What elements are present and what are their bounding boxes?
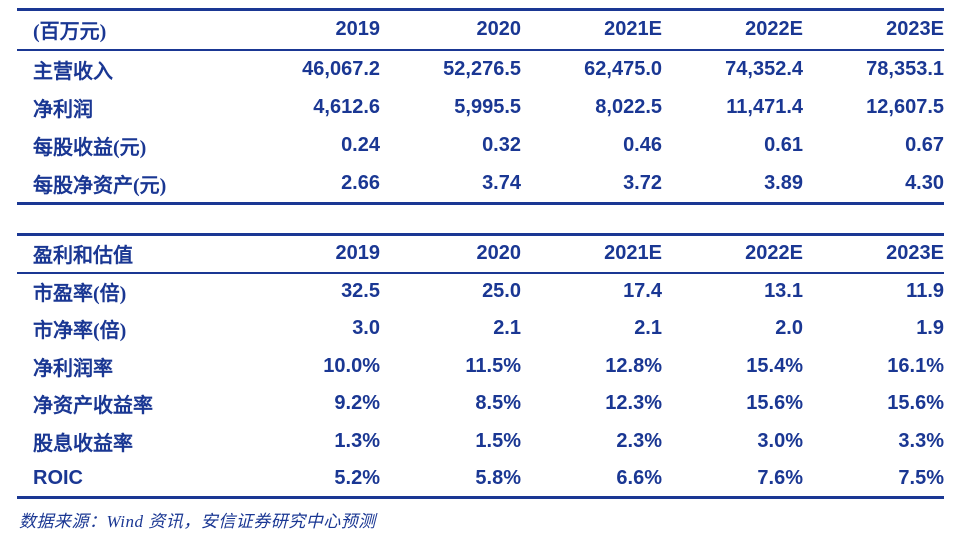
cell: 8,022.5 <box>595 95 662 118</box>
cell: 15.6% <box>746 392 803 415</box>
financial-summary-table: (百万元) 2019 2020 2021E 2022E 2023E 主营收入 4… <box>17 8 944 205</box>
cell: 2.1 <box>634 317 662 340</box>
cell: 0.32 <box>482 134 521 157</box>
cell: 13.1 <box>764 280 803 303</box>
table2-col-2021e: 2021E <box>604 242 662 265</box>
cell: 2.0 <box>775 317 803 340</box>
row-label: 每股收益(元) <box>33 137 147 160</box>
row-label: 每股净资产(元) <box>33 175 167 197</box>
cell: 1.5% <box>475 429 521 452</box>
table1-col-2021e: 2021E <box>604 18 662 41</box>
cell: 9.2% <box>334 392 380 415</box>
cell: 8.5% <box>475 392 521 415</box>
cell: 12.8% <box>605 354 662 377</box>
table-row-eps: 每股收益(元) 0.24 0.32 0.46 0.61 0.67 <box>17 127 944 166</box>
table-row-net-margin: 净利润率 10.0% 11.5% 12.8% 15.4% 16.1% <box>17 348 944 386</box>
cell: 17.4 <box>623 280 662 303</box>
table2-col-2023e: 2023E <box>886 242 944 265</box>
table-row-roe: 净资产收益率 9.2% 8.5% 12.3% 15.6% 15.6% <box>17 385 944 423</box>
row-label: 净利润 <box>33 98 93 121</box>
table2-header-row: 盈利和估值 2019 2020 2021E 2022E 2023E <box>17 235 944 273</box>
row-label: 市净率(倍) <box>33 320 127 343</box>
cell: 78,353.1 <box>866 57 944 80</box>
cell: 3.74 <box>482 172 521 194</box>
cell: 5,995.5 <box>454 95 521 118</box>
cell: 7.5% <box>898 466 944 489</box>
cell: 4,612.6 <box>313 95 380 118</box>
table1-col-2020: 2020 <box>476 18 522 41</box>
cell: 7.6% <box>757 466 803 489</box>
table2-col-2019: 2019 <box>335 242 381 265</box>
table-row-bvps: 每股净资产(元) 2.66 3.74 3.72 3.89 4.30 <box>17 165 944 204</box>
cell: 52,276.5 <box>443 57 521 80</box>
table-row-pe: 市盈率(倍) 32.5 25.0 17.4 13.1 11.9 <box>17 273 944 311</box>
cell: 11.9 <box>906 280 944 303</box>
cell: 11.5% <box>465 354 521 377</box>
row-label: 主营收入 <box>33 60 113 83</box>
cell: 4.30 <box>905 172 944 194</box>
cell: 32.5 <box>341 280 380 303</box>
cell: 12.3% <box>605 392 662 415</box>
row-label: 净利润率 <box>33 357 113 380</box>
cell: 15.6% <box>887 392 944 415</box>
cell: 74,352.4 <box>725 57 803 80</box>
cell: 3.72 <box>623 172 662 194</box>
table-row-roic: ROIC 5.2% 5.8% 6.6% 7.6% 7.5% <box>17 460 944 498</box>
cell: 11,471.4 <box>726 95 803 118</box>
table1-col-2019: 2019 <box>335 18 381 41</box>
row-label: 市盈率(倍) <box>33 283 127 306</box>
row-label: ROIC <box>33 466 83 489</box>
cell: 3.0 <box>352 317 380 340</box>
cell: 3.89 <box>764 172 803 194</box>
cell: 1.9 <box>916 317 944 340</box>
table2-col-2022e: 2022E <box>745 242 803 265</box>
table1-unit-header: (百万元) <box>33 21 107 44</box>
cell: 1.3% <box>334 429 380 452</box>
cell: 3.0% <box>757 429 803 452</box>
row-label: 净资产收益率 <box>33 395 153 418</box>
cell: 2.66 <box>341 172 380 194</box>
cell: 16.1% <box>887 354 944 377</box>
forecast-summary-section: (百万元) 2019 2020 2021E 2022E 2023E 主营收入 4… <box>17 8 944 531</box>
cell: 2.3% <box>616 429 662 452</box>
cell: 25.0 <box>482 280 521 303</box>
cell: 62,475.0 <box>584 57 662 80</box>
cell: 0.46 <box>623 134 662 157</box>
cell: 12,607.5 <box>866 95 944 118</box>
data-source-note: 数据来源：Wind 资讯，安信证券研究中心预测 <box>19 512 376 531</box>
table-row-dividend-yield: 股息收益率 1.3% 1.5% 2.3% 3.0% 3.3% <box>17 423 944 461</box>
table1-col-2023e: 2023E <box>886 18 944 41</box>
valuation-table: 盈利和估值 2019 2020 2021E 2022E 2023E 市盈率(倍)… <box>17 233 944 499</box>
table1-header-row: (百万元) 2019 2020 2021E 2022E 2023E <box>17 10 944 50</box>
table-row-pb: 市净率(倍) 3.0 2.1 2.1 2.0 1.9 <box>17 310 944 348</box>
cell: 6.6% <box>616 466 662 489</box>
cell: 0.67 <box>905 134 944 157</box>
cell: 3.3% <box>898 429 944 452</box>
table-row-net-profit: 净利润 4,612.6 5,995.5 8,022.5 11,471.4 12,… <box>17 88 944 127</box>
cell: 46,067.2 <box>302 57 380 80</box>
cell: 10.0% <box>323 354 380 377</box>
cell: 0.61 <box>764 134 803 157</box>
cell: 15.4% <box>746 354 803 377</box>
cell: 5.8% <box>475 466 521 489</box>
cell: 2.1 <box>493 317 521 340</box>
table1-col-2022e: 2022E <box>745 18 803 41</box>
cell: 0.24 <box>341 134 380 157</box>
table2-title-header: 盈利和估值 <box>33 245 133 268</box>
table2-col-2020: 2020 <box>476 242 522 265</box>
table-row-revenue: 主营收入 46,067.2 52,276.5 62,475.0 74,352.4… <box>17 50 944 89</box>
cell: 5.2% <box>334 466 380 489</box>
row-label: 股息收益率 <box>33 432 133 455</box>
